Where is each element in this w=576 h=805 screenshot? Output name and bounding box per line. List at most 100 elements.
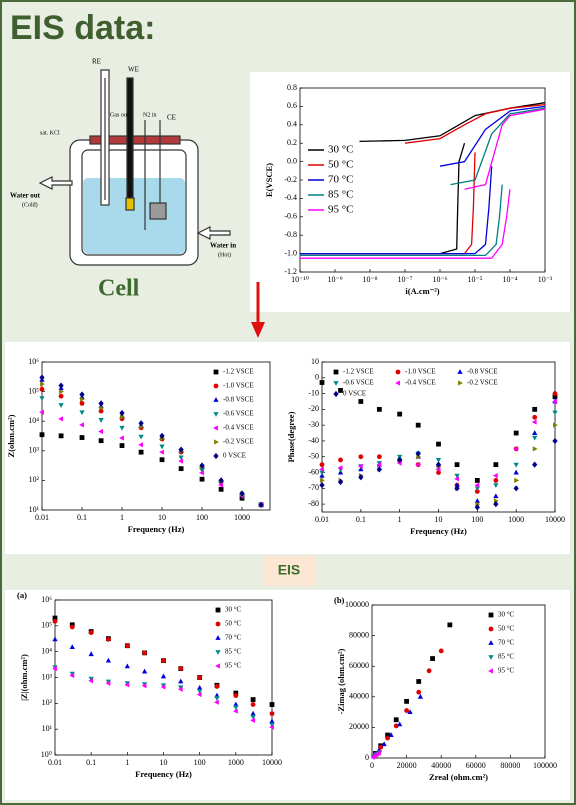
- marker: [532, 446, 538, 452]
- marker: [552, 398, 557, 405]
- x-tick-label: 10⁻⁸: [362, 275, 377, 284]
- y-tick-label: 40000: [349, 692, 369, 701]
- marker: [435, 466, 441, 473]
- water-in-arrow: [196, 226, 231, 240]
- marker: [438, 648, 444, 654]
- cell-caption: Cell: [98, 276, 140, 302]
- marker: [319, 466, 324, 473]
- x-tick-label: 0.1: [86, 758, 96, 767]
- marker: [415, 450, 421, 457]
- marker: [124, 643, 130, 649]
- x-tick-label: 100: [196, 513, 208, 522]
- marker: [493, 493, 499, 499]
- panel: [5, 590, 570, 800]
- label-n2-in: N2 in: [143, 112, 157, 118]
- legend-swatch: [215, 635, 221, 640]
- y-tick-label: 60000: [349, 661, 369, 670]
- marker: [119, 425, 125, 431]
- series-line: [300, 107, 546, 257]
- marker: [269, 722, 275, 728]
- y-tick-label: -40: [308, 436, 319, 445]
- y-tick-label: 0.2: [287, 138, 297, 147]
- legend-label: -0.2 VSCE: [467, 379, 498, 387]
- x-tick-label: 10⁻⁶: [432, 275, 447, 284]
- marker: [454, 485, 460, 492]
- label-water-in: Water in: [210, 242, 236, 250]
- marker: [426, 668, 432, 674]
- legend-swatch: [215, 663, 220, 669]
- marker: [416, 689, 422, 695]
- y-tick-label: -0.2: [284, 175, 297, 184]
- legend-label: -0.8 VSCE: [467, 368, 498, 376]
- marker: [430, 656, 435, 661]
- x-axis-label: Frequency (Hz): [135, 769, 192, 779]
- marker: [39, 374, 45, 381]
- legend-swatch: [488, 668, 493, 674]
- legend-label: -0.4 VSCE: [223, 424, 254, 432]
- marker: [79, 391, 85, 398]
- series-line: [300, 108, 546, 259]
- y-tick-label: 10²: [29, 475, 40, 484]
- marker: [218, 482, 224, 488]
- section-label-box: [263, 556, 315, 586]
- y-tick-label: 0.8: [287, 83, 297, 92]
- marker: [199, 476, 205, 482]
- marker: [474, 489, 480, 494]
- label-kcl: sat. KCl: [40, 130, 60, 136]
- marker: [407, 709, 413, 715]
- marker: [454, 482, 460, 488]
- y-tick-label: -80: [308, 499, 319, 508]
- panel: [5, 342, 570, 554]
- marker: [233, 701, 239, 707]
- marker: [119, 409, 125, 417]
- marker: [553, 422, 558, 428]
- legend-swatch: [488, 640, 494, 645]
- y-tick-label: 0: [315, 373, 319, 382]
- marker: [474, 478, 480, 483]
- legend-label: -1.2 VSCE: [223, 368, 254, 376]
- marker: [119, 443, 125, 448]
- marker: [178, 466, 184, 472]
- y-tick-label: -1.0: [284, 248, 297, 257]
- legend-label: 95 °C: [225, 662, 242, 670]
- marker: [493, 462, 499, 468]
- marker: [98, 438, 104, 444]
- marker: [435, 457, 442, 463]
- marker: [214, 696, 220, 701]
- marker: [197, 689, 203, 694]
- marker: [105, 680, 111, 686]
- legend-swatch: [458, 380, 463, 386]
- marker: [99, 405, 104, 411]
- marker: [58, 403, 64, 408]
- y-tick-label: 10⁵: [28, 386, 39, 395]
- marker: [79, 400, 85, 406]
- y-tick-label: 10¹: [29, 505, 40, 514]
- y-tick-label: 10⁴: [41, 646, 52, 655]
- panel-label: (a): [17, 590, 27, 600]
- marker: [161, 658, 166, 664]
- down-arrow: [251, 282, 265, 338]
- marker: [552, 394, 558, 400]
- legend-label: 50 °C: [498, 625, 515, 633]
- label-water-out: Water out: [10, 192, 41, 200]
- x-tick-label: 0.1: [356, 515, 366, 524]
- marker: [88, 678, 94, 684]
- legend-swatch: [333, 381, 339, 386]
- marker: [381, 741, 387, 747]
- y-tick-label: 10⁶: [41, 595, 52, 604]
- marker: [319, 470, 325, 476]
- x-axis-label: Frequency (Hz): [128, 524, 185, 534]
- marker: [513, 462, 519, 468]
- marker: [269, 711, 275, 717]
- legend-label: 50 °C: [225, 620, 242, 628]
- marker: [98, 400, 104, 407]
- y-tick-label: 10⁴: [28, 416, 39, 425]
- legend-label: 70 °C: [498, 639, 515, 647]
- legend-swatch: [213, 425, 218, 431]
- marker: [88, 651, 94, 657]
- marker: [39, 409, 44, 415]
- electrolyte: [83, 178, 185, 254]
- legend-swatch: [215, 621, 221, 627]
- y-tick-label: -50: [308, 452, 319, 461]
